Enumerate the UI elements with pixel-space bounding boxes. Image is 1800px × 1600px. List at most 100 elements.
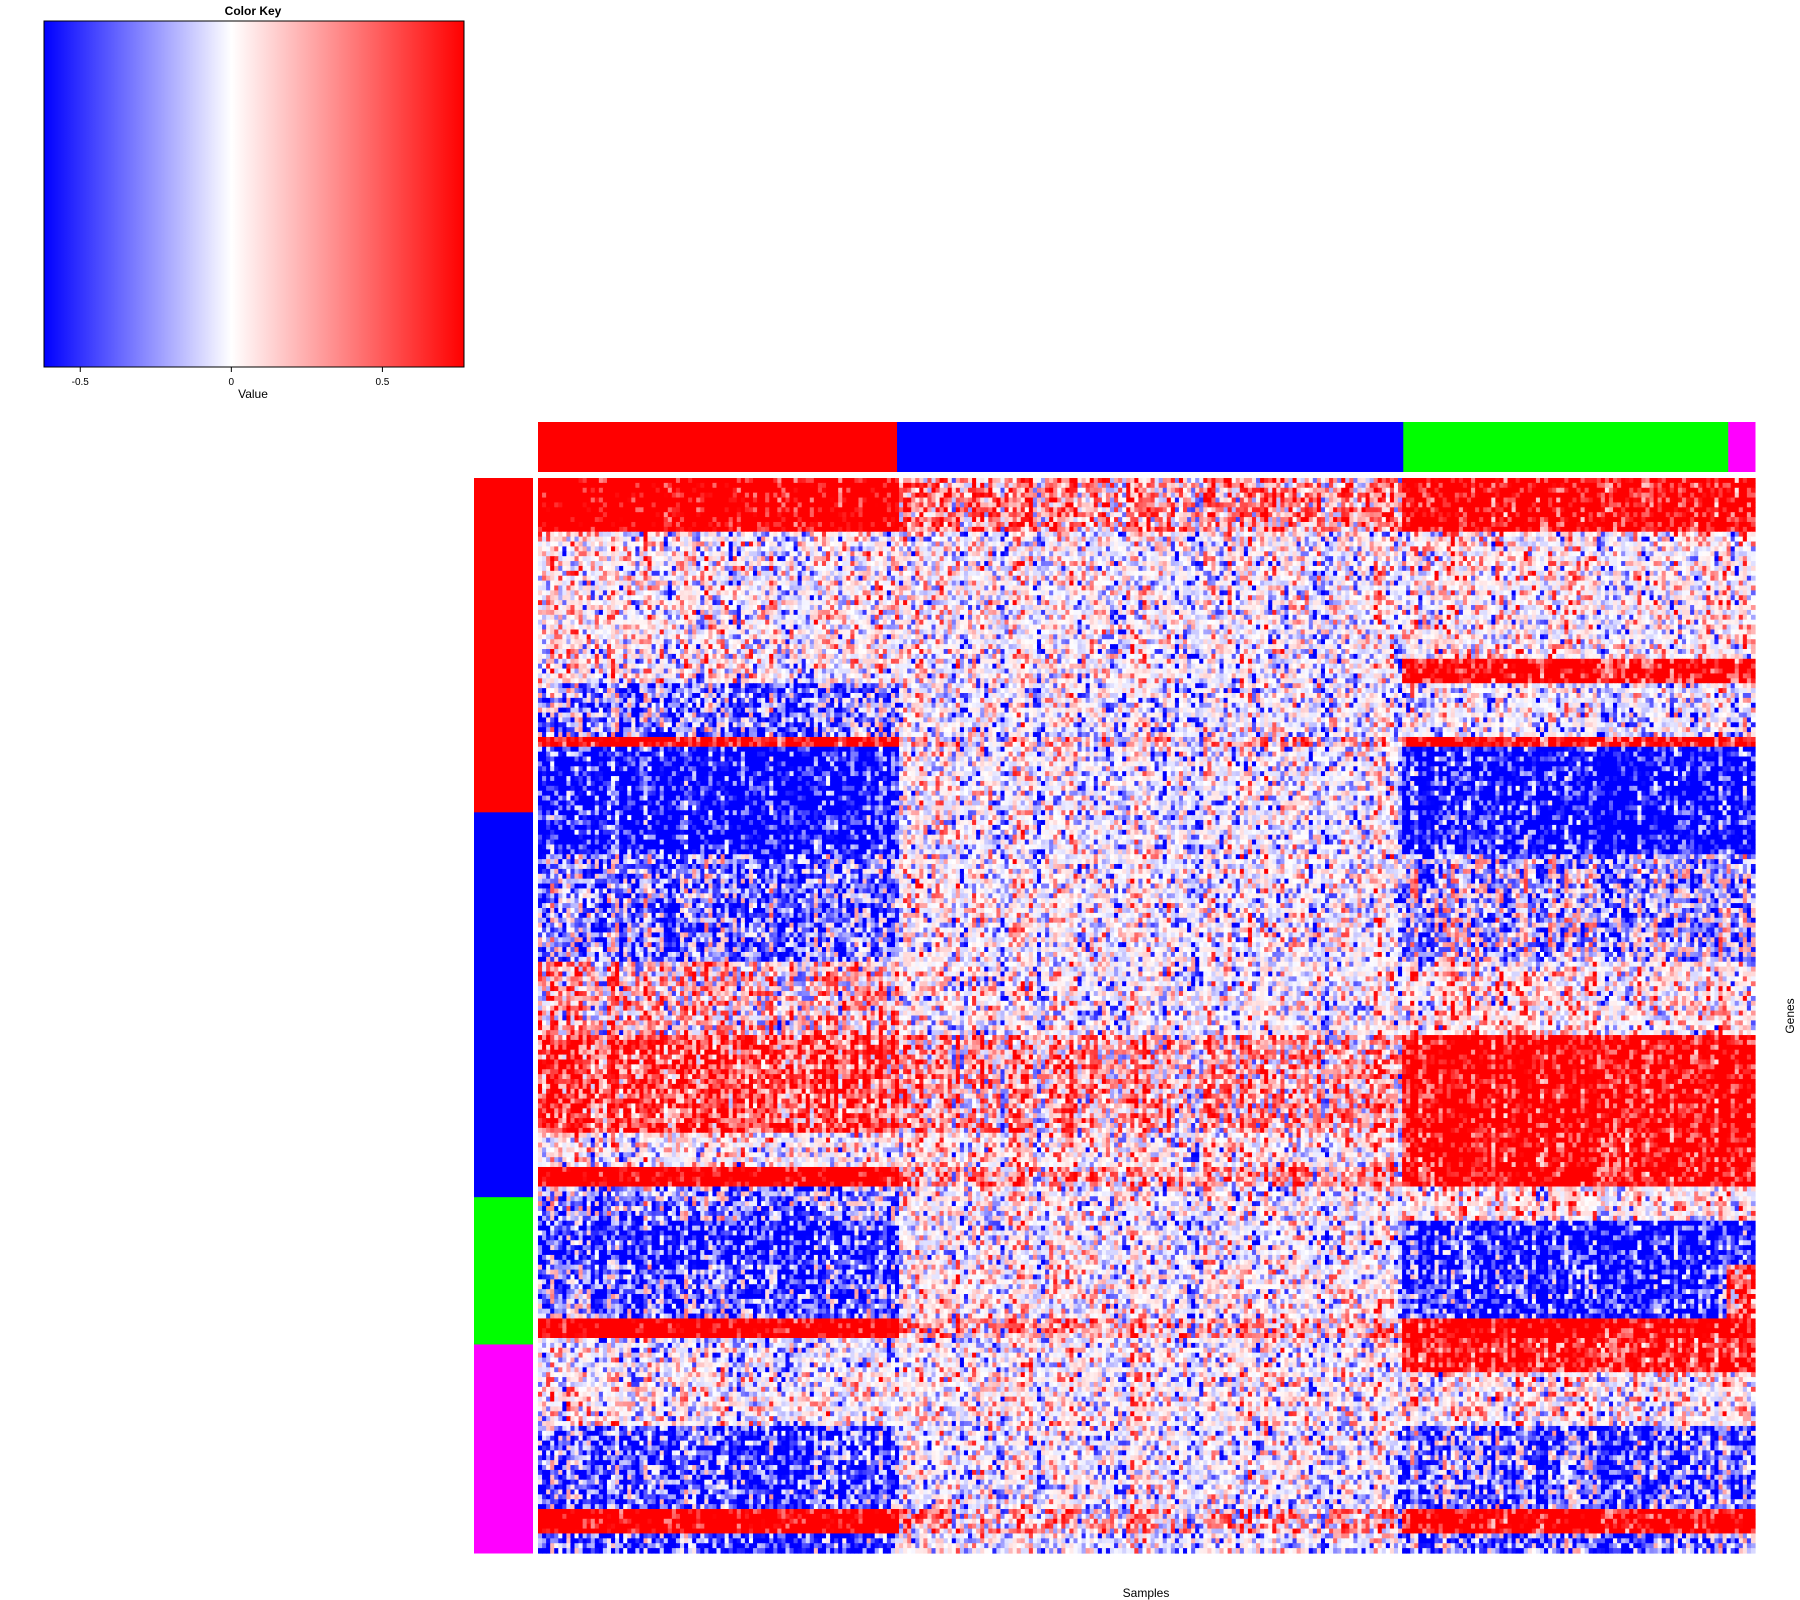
heatmap-cell [814, 483, 819, 488]
heatmap-cell [1751, 488, 1756, 493]
heatmap-cell [1674, 483, 1679, 488]
heatmap-cell [1706, 478, 1711, 483]
heatmap-cell [704, 483, 709, 488]
heatmap-cell [1370, 488, 1375, 493]
heatmap-cell [972, 493, 977, 498]
heatmap-cell [1605, 483, 1610, 488]
heatmap-cell [1321, 488, 1326, 493]
heatmap-cell [1662, 478, 1667, 483]
heatmap-cell [911, 493, 916, 498]
heatmap-cell [932, 488, 937, 493]
heatmap-cell [1362, 483, 1367, 488]
heatmap-cell [538, 488, 543, 493]
heatmap-cell [575, 488, 580, 493]
heatmap-cell [769, 483, 774, 488]
heatmap-cell [1593, 488, 1598, 493]
heatmap-cell [1508, 488, 1513, 493]
column-group-3 [1403, 422, 1728, 472]
heatmap-cell [1090, 478, 1095, 483]
heatmap-cell [1341, 483, 1346, 488]
heatmap-cell [1041, 493, 1046, 498]
heatmap-cell [765, 488, 770, 493]
heatmap-cell [1374, 483, 1379, 488]
heatmap-cell [964, 478, 969, 483]
heatmap-cell [1394, 483, 1399, 488]
heatmap-cell [927, 488, 932, 493]
heatmap-cell [1370, 483, 1375, 488]
heatmap-cell [1617, 483, 1622, 488]
heatmap-cell [680, 478, 685, 483]
heatmap-cell [1394, 488, 1399, 493]
heatmap-cell [1228, 478, 1233, 483]
heatmap-cell [1597, 488, 1602, 493]
heatmap-cell [1106, 483, 1111, 488]
heatmap-cell [903, 483, 908, 488]
heatmap-cell [1337, 483, 1342, 488]
heatmap-cell [1471, 483, 1476, 488]
heatmap-cell [976, 488, 981, 493]
heatmap-cell [1422, 488, 1427, 493]
heatmap-cell [1232, 483, 1237, 488]
heatmap-cell [1321, 478, 1326, 483]
heatmap-cell [1386, 488, 1391, 493]
heatmap-cell [1552, 488, 1557, 493]
heatmap-cell [721, 488, 726, 493]
heatmap-cell [741, 483, 746, 488]
heatmap-cell [915, 478, 920, 483]
heatmap-cell [721, 493, 726, 498]
heatmap-cell [777, 483, 782, 488]
heatmap-cell [867, 488, 872, 493]
heatmap-cell [911, 488, 916, 493]
heatmap-cell [1114, 483, 1119, 488]
heatmap-cell [850, 488, 855, 493]
heatmap-cell [992, 493, 997, 498]
heatmap-cell [1439, 483, 1444, 488]
heatmap-cell [1260, 488, 1265, 493]
heatmap-cell [1211, 488, 1216, 493]
heatmap-cell [932, 478, 937, 483]
heatmap-cell [798, 493, 803, 498]
heatmap-cell [883, 478, 888, 483]
heatmap-cell [1337, 488, 1342, 493]
heatmap-cell [806, 483, 811, 488]
heatmap-cell [1568, 478, 1573, 483]
heatmap-cell [1714, 483, 1719, 488]
heatmap-cell [781, 493, 786, 498]
heatmap-cell [1621, 488, 1626, 493]
heatmap-cell [741, 478, 746, 483]
heatmap-cell [725, 483, 730, 488]
heatmap-cell [1122, 483, 1127, 488]
heatmap-cell [1491, 488, 1496, 493]
heatmap-cell [631, 493, 636, 498]
heatmap-cell [660, 488, 665, 493]
heatmap-cell [607, 478, 612, 483]
heatmap-cell [1467, 483, 1472, 488]
heatmap-cell [1264, 483, 1269, 488]
heatmap-cell [1224, 478, 1229, 483]
heatmap-cell [538, 483, 543, 488]
heatmap-cell [1357, 478, 1362, 483]
heatmap-cell [611, 493, 616, 498]
heatmap-cell [1272, 488, 1277, 493]
heatmap-cell [944, 493, 949, 498]
heatmap-cell [1418, 478, 1423, 483]
heatmap-cell [575, 478, 580, 483]
heatmap-cell [1487, 483, 1492, 488]
heatmap-cell [1382, 483, 1387, 488]
heatmap-cell [1512, 478, 1517, 483]
heatmap-cell [1061, 483, 1066, 488]
heatmap-cell [1284, 488, 1289, 493]
heatmap-cell [887, 488, 892, 493]
heatmap-cell [729, 493, 734, 498]
heatmap-cell [1718, 483, 1723, 488]
heatmap-cell [1021, 493, 1026, 498]
heatmap-cell [1690, 483, 1695, 488]
heatmap-cell [1345, 478, 1350, 483]
heatmap-cell [1609, 478, 1614, 483]
heatmap-cell [558, 488, 563, 493]
heatmap-cell [1398, 488, 1403, 493]
heatmap-cell [1723, 488, 1728, 493]
heatmap-cell [1378, 483, 1383, 488]
heatmap-cell [927, 493, 932, 498]
heatmap-cell [1670, 488, 1675, 493]
